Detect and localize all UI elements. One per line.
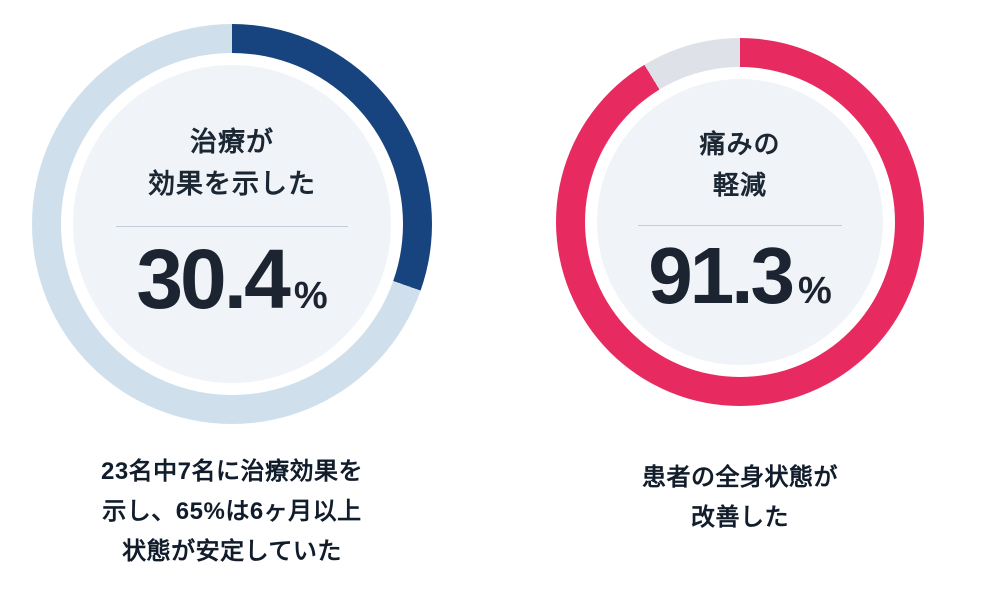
donut-chart-treatment-effect: 治療が 効果を示した 30.4 % 23名中7名に治療効果を 示し、65%は6ヶ…	[32, 24, 432, 572]
caption-line: 示し、65%は6ヶ月以上	[102, 498, 362, 525]
percent-unit: %	[797, 269, 832, 312]
donut-treatment: 治療が 効果を示した 30.4 %	[32, 24, 432, 424]
chart-title-treatment: 治療が 効果を示した	[148, 122, 316, 206]
caption-line: 患者の全身状態が	[642, 464, 838, 491]
donut-inner-circle: 痛みの 軽減 91.3 %	[597, 79, 883, 365]
chart-title-pain: 痛みの 軽減	[699, 124, 780, 205]
chart-title-line: 軽減	[712, 169, 767, 200]
divider	[116, 226, 348, 228]
percent-unit: %	[293, 275, 328, 318]
donut-inner-circle: 治療が 効果を示した 30.4 %	[73, 65, 391, 383]
caption-line: 状態が安定していた	[122, 538, 342, 565]
chart-value-treatment: 30.4 %	[136, 232, 328, 327]
chart-title-line: 効果を示した	[148, 169, 316, 200]
percent-value: 30.4	[136, 232, 290, 327]
chart-caption-treatment: 23名中7名に治療効果を 示し、65%は6ヶ月以上 状態が安定していた	[101, 452, 363, 572]
chart-title-line: 治療が	[190, 127, 274, 158]
donut-pain: 痛みの 軽減 91.3 %	[556, 38, 924, 406]
caption-line: 改善した	[691, 504, 789, 531]
donut-chart-pain-reduction: 痛みの 軽減 91.3 % 患者の全身状態が 改善した	[556, 38, 924, 538]
chart-title-line: 痛みの	[699, 129, 781, 160]
percent-value: 91.3	[648, 230, 795, 320]
chart-value-pain: 91.3 %	[648, 230, 832, 320]
chart-caption-pain: 患者の全身状態が 改善した	[642, 458, 838, 538]
divider	[638, 224, 842, 226]
caption-line: 23名中7名に治療効果を	[100, 458, 364, 485]
